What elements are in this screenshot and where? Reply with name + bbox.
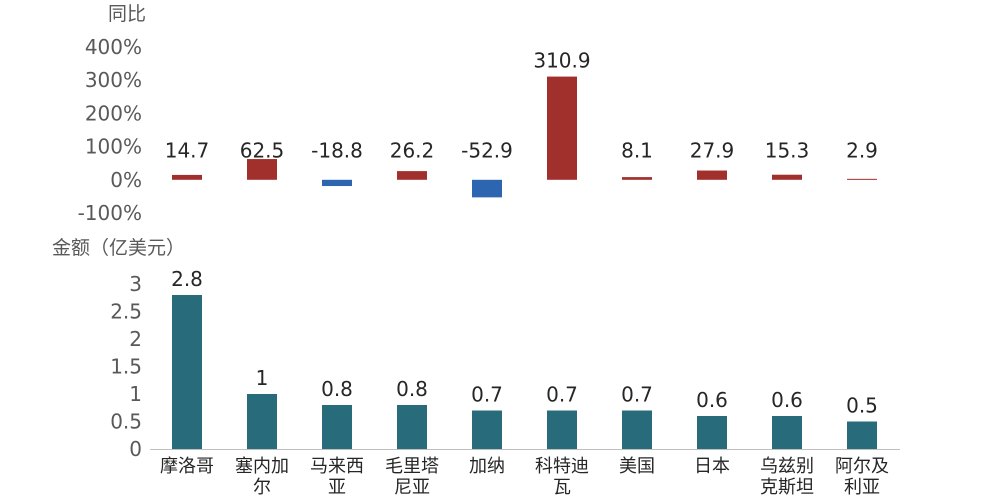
category-label-line: 马来西	[310, 456, 364, 477]
amount-y-tick-label: 0.5	[110, 410, 142, 434]
category-label: 塞内加尔	[235, 456, 289, 498]
yoy-y-tick-label: 100%	[85, 135, 142, 159]
amount-bar	[847, 421, 877, 449]
amount-data-label: 0.8	[396, 377, 428, 401]
amount-data-label: 1	[256, 366, 269, 390]
category-label: 阿尔及利亚	[835, 456, 889, 498]
category-label-line: 尼亚	[394, 477, 430, 498]
yoy-bar	[697, 170, 727, 180]
yoy-data-label: 310.9	[533, 49, 590, 73]
category-label-line: 毛里塔	[385, 456, 439, 477]
category-label-line: 科特迪	[535, 456, 589, 477]
category-label-line: 乌兹别	[760, 456, 814, 477]
category-label: 加纳	[469, 456, 505, 477]
amount-bar	[697, 416, 727, 449]
yoy-y-tick-label: -100%	[78, 201, 142, 225]
yoy-data-label: -52.9	[461, 139, 513, 163]
yoy-axis-title: 同比	[108, 3, 146, 25]
amount-data-label: 0.6	[771, 388, 803, 412]
amount-y-tick-label: 0	[129, 437, 142, 461]
yoy-data-label: 14.7	[165, 139, 210, 163]
category-label: 美国	[619, 456, 655, 477]
yoy-bar	[472, 179, 502, 198]
category-label: 马来西亚	[310, 456, 364, 498]
yoy-data-label: 26.2	[390, 139, 435, 163]
yoy-bar	[247, 159, 277, 180]
category-label-line: 亚	[328, 477, 346, 498]
yoy-y-tick-label: 0%	[110, 168, 142, 192]
yoy-data-label: 15.3	[765, 139, 810, 163]
yoy-bar	[622, 177, 652, 180]
amount-data-label: 0.7	[471, 383, 503, 407]
yoy-growth-panel: 同比 -100% 0% 100% 200% 300% 400% 14.7 62.5 -18.8…	[78, 3, 878, 225]
category-label-line: 塞内加	[235, 456, 289, 477]
category-label: 科特迪瓦	[535, 456, 589, 498]
yoy-y-tick-label: 400%	[85, 35, 142, 59]
category-label-line: 阿尔及	[835, 456, 889, 477]
yoy-data-label: 62.5	[240, 139, 285, 163]
amount-y-tick-label: 1.5	[110, 355, 142, 379]
amount-bar	[172, 295, 202, 449]
amount-data-label: 0.7	[546, 383, 578, 407]
category-label-line: 利亚	[844, 477, 880, 498]
category-label: 乌兹别克斯坦	[760, 456, 814, 498]
amount-bar	[547, 410, 577, 449]
yoy-bars	[172, 76, 877, 198]
yoy-bar	[172, 174, 202, 180]
amount-bar	[322, 405, 352, 449]
amount-panel: 金额（亿美元） 0 0.5 1 1.5 2 2.5 3 2.8 1 0.8 0.8 0.7 0.7 0.…	[52, 237, 900, 498]
amount-y-tick-label: 1	[129, 382, 142, 406]
amount-bars	[172, 295, 877, 449]
amount-y-ticks: 0 0.5 1 1.5 2 2.5 3	[110, 272, 142, 461]
yoy-bar	[322, 179, 352, 187]
yoy-bar	[847, 178, 877, 180]
amount-data-label: 0.8	[321, 377, 353, 401]
category-label-line: 摩洛哥	[160, 456, 214, 477]
amount-bar	[472, 410, 502, 449]
amount-bar	[247, 394, 277, 449]
yoy-data-label: 8.1	[621, 139, 653, 163]
amount-data-label: 2.8	[171, 267, 203, 291]
category-label-line: 加纳	[469, 456, 505, 477]
amount-data-labels: 2.8 1 0.8 0.8 0.7 0.7 0.7 0.6 0.6 0.5	[171, 267, 878, 418]
yoy-data-label: 27.9	[690, 139, 735, 163]
category-label-line: 日本	[694, 456, 730, 477]
yoy-y-tick-label: 300%	[85, 68, 142, 92]
yoy-y-ticks: -100% 0% 100% 200% 300% 400%	[78, 35, 142, 225]
category-label-line: 美国	[619, 456, 655, 477]
yoy-data-labels: 14.7 62.5 -18.8 26.2 -52.9 310.9 8.1 27.9 15.3 2.…	[165, 49, 878, 163]
amount-y-tick-label: 3	[129, 272, 142, 296]
category-label: 毛里塔尼亚	[385, 456, 439, 498]
amount-data-label: 0.6	[696, 388, 728, 412]
yoy-data-label: -18.8	[311, 139, 363, 163]
category-label-line: 瓦	[553, 477, 571, 498]
category-label-line: 克斯坦	[760, 477, 814, 498]
yoy-bar	[397, 171, 427, 180]
amount-data-label: 0.5	[846, 394, 878, 418]
yoy-bar	[547, 76, 577, 180]
category-label: 摩洛哥	[160, 456, 214, 477]
yoy-bar	[772, 174, 802, 180]
yoy-y-tick-label: 200%	[85, 101, 142, 125]
amount-axis-title: 金额（亿美元）	[52, 237, 185, 259]
category-label-line: 尔	[253, 477, 271, 498]
category-label: 日本	[694, 456, 730, 477]
amount-y-tick-label: 2.5	[110, 300, 142, 324]
yoy-data-label: 2.9	[846, 139, 878, 163]
amount-bar	[772, 416, 802, 449]
amount-y-tick-label: 2	[129, 327, 142, 351]
amount-bar	[397, 405, 427, 449]
amount-data-label: 0.7	[621, 383, 653, 407]
amount-bar	[622, 410, 652, 449]
